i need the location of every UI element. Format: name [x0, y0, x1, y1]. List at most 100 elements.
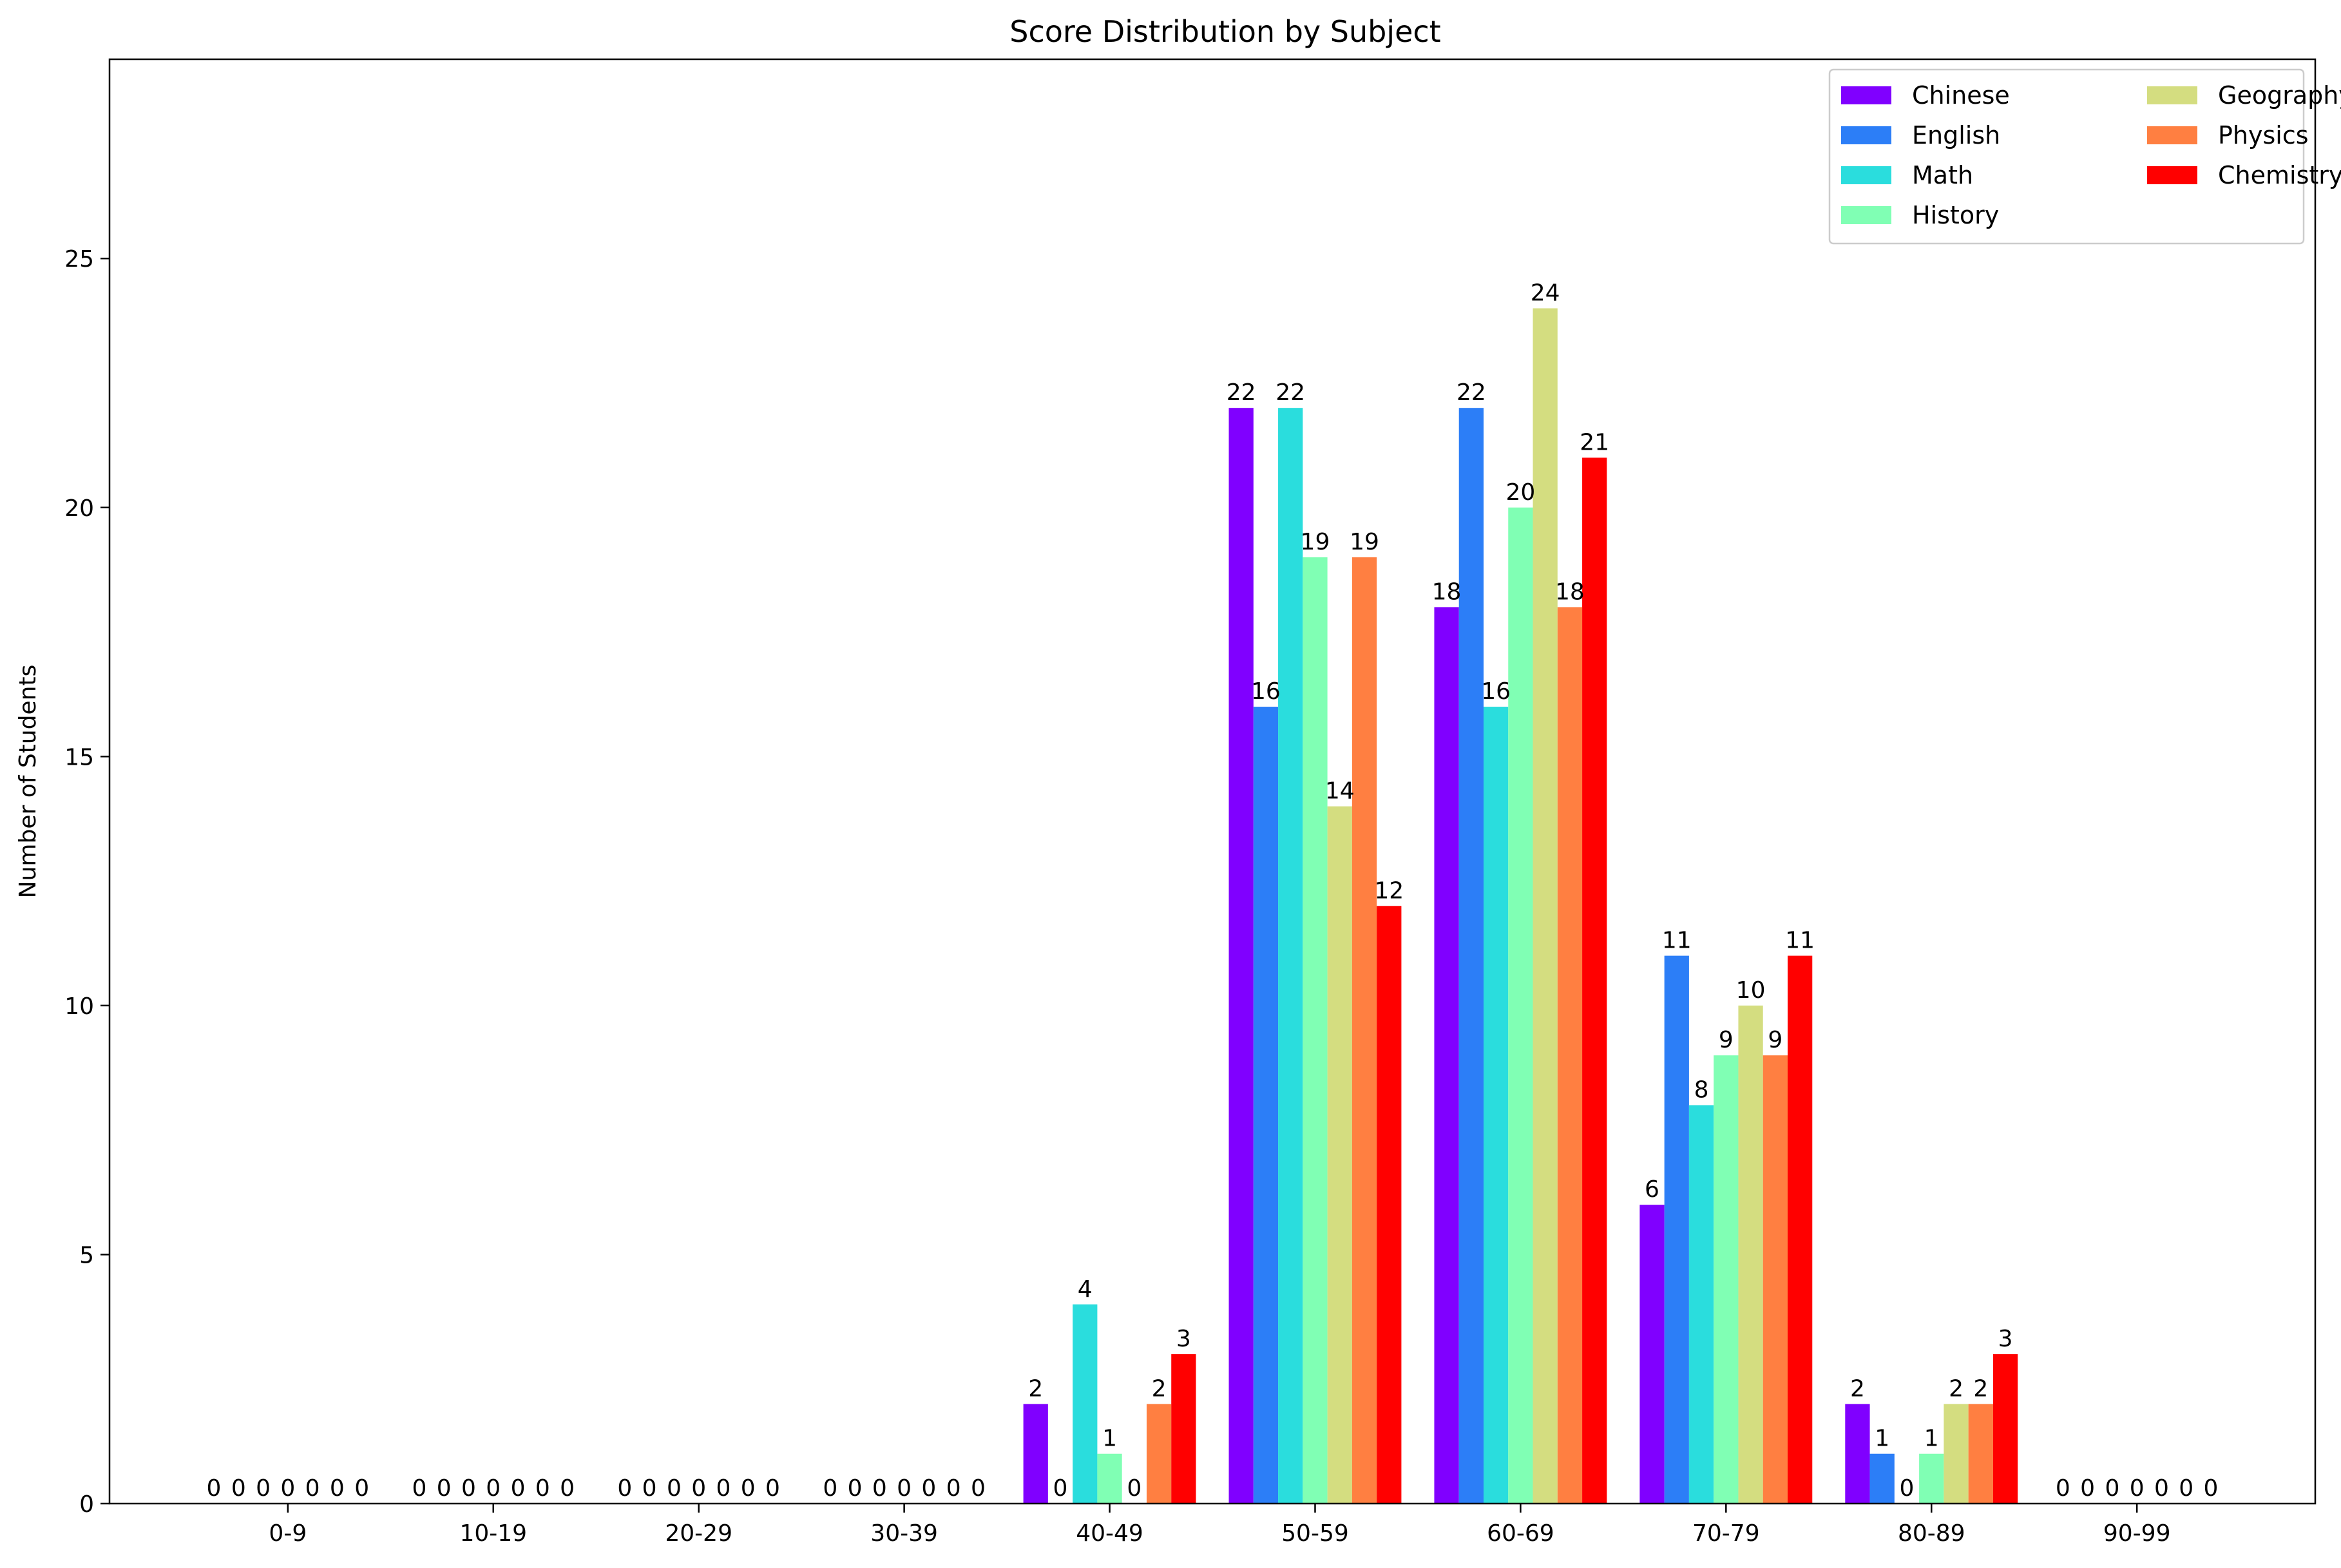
bar-physics-80-89: [1968, 1404, 1993, 1504]
bar-label-physics-50-59: 19: [1350, 529, 1379, 555]
bar-label-chinese-20-29: 0: [617, 1475, 632, 1502]
bar-label-chinese-70-79: 6: [1645, 1176, 1659, 1203]
y-axis-label: Number of Students: [15, 665, 41, 899]
bar-chemistry-80-89: [1992, 1354, 2018, 1504]
bar-label-chinese-60-69: 18: [1432, 578, 1462, 605]
bar-label-english-80-89: 1: [1875, 1426, 1889, 1452]
bar-label-physics-30-39: 0: [946, 1475, 961, 1502]
bar-history-50-59: [1303, 557, 1328, 1504]
legend-swatch-geography: [2147, 86, 2197, 104]
bar-label-geography-50-59: 14: [1325, 778, 1355, 805]
bar-history-70-79: [1714, 1055, 1739, 1504]
bar-chinese-50-59: [1228, 408, 1254, 1504]
bar-physics-50-59: [1352, 557, 1377, 1504]
bar-label-geography-80-89: 2: [1949, 1375, 1964, 1402]
bar-label-chinese-30-39: 0: [823, 1475, 837, 1502]
bar-label-english-10-19: 0: [437, 1475, 452, 1502]
bar-label-history-20-29: 0: [691, 1475, 706, 1502]
legend-label-chinese: Chinese: [1912, 81, 2010, 110]
x-tick-label-60-69: 60-69: [1487, 1520, 1554, 1547]
bar-label-chemistry-40-49: 3: [1176, 1326, 1191, 1352]
y-tick-label-20: 20: [64, 495, 94, 522]
bar-label-math-20-29: 0: [667, 1475, 682, 1502]
x-tick-label-0-9: 0-9: [269, 1520, 307, 1547]
legend-label-math: Math: [1912, 161, 1973, 189]
legend-label-history: History: [1912, 201, 1999, 229]
legend-label-physics: Physics: [2218, 121, 2309, 149]
bar-label-math-70-79: 8: [1694, 1077, 1709, 1104]
bar-english-80-89: [1869, 1453, 1895, 1504]
bar-label-chemistry-0-9: 0: [354, 1475, 369, 1502]
bar-label-chemistry-90-99: 0: [2204, 1475, 2219, 1502]
bar-math-60-69: [1483, 707, 1509, 1504]
bar-geography-50-59: [1327, 806, 1352, 1504]
bar-label-physics-90-99: 0: [2179, 1475, 2193, 1502]
bar-math-40-49: [1073, 1304, 1098, 1504]
bar-label-chemistry-80-89: 3: [1998, 1326, 2013, 1352]
bar-label-geography-10-19: 0: [511, 1475, 526, 1502]
bar-chemistry-50-59: [1377, 906, 1402, 1504]
bar-english-50-59: [1253, 707, 1279, 1504]
bar-label-chinese-80-89: 2: [1850, 1375, 1865, 1402]
legend: Chinese English Math History Geography Physic…: [1828, 68, 2341, 245]
y-tick-label-25: 25: [64, 246, 94, 272]
bar-label-math-40-49: 4: [1078, 1276, 1093, 1303]
bar-label-history-30-39: 0: [897, 1475, 912, 1502]
bar-english-70-79: [1664, 955, 1689, 1504]
bar-label-english-70-79: 11: [1662, 928, 1692, 954]
bar-label-chinese-0-9: 0: [207, 1475, 222, 1502]
bar-label-math-30-39: 0: [872, 1475, 887, 1502]
bar-label-chemistry-30-39: 0: [971, 1475, 986, 1502]
bar-label-history-50-59: 19: [1301, 529, 1330, 555]
bar-label-physics-20-29: 0: [741, 1475, 756, 1502]
bar-chemistry-40-49: [1171, 1354, 1196, 1504]
legend-swatch-chinese: [1841, 86, 1891, 104]
x-tick-label-90-99: 90-99: [2103, 1520, 2171, 1547]
bar-label-english-30-39: 0: [848, 1475, 863, 1502]
plot-frame: [108, 58, 2317, 1505]
bar-label-english-50-59: 16: [1251, 678, 1281, 705]
bar-label-history-80-89: 1: [1924, 1426, 1939, 1452]
bar-label-history-0-9: 0: [280, 1475, 295, 1502]
x-tick-label-10-19: 10-19: [459, 1520, 527, 1547]
legend-label-chemistry: Chemistry: [2218, 161, 2341, 189]
x-tick-label-30-39: 30-39: [870, 1520, 938, 1547]
bar-label-geography-30-39: 0: [921, 1475, 936, 1502]
bar-chemistry-60-69: [1582, 457, 1607, 1504]
bar-history-80-89: [1919, 1453, 1944, 1504]
bar-label-english-40-49: 0: [1053, 1475, 1068, 1502]
x-tick-label-80-89: 80-89: [1898, 1520, 1965, 1547]
bar-label-physics-80-89: 2: [1973, 1375, 1988, 1402]
bar-label-history-90-99: 0: [2130, 1475, 2145, 1502]
bar-label-history-70-79: 9: [1719, 1027, 1734, 1053]
bar-label-math-0-9: 0: [256, 1475, 271, 1502]
bar-label-geography-60-69: 24: [1531, 280, 1560, 307]
bar-label-english-90-99: 0: [2080, 1475, 2095, 1502]
legend-box: [1828, 68, 2305, 245]
legend-swatch-chemistry: [2147, 166, 2197, 184]
bar-label-physics-60-69: 18: [1555, 578, 1585, 605]
bar-label-physics-10-19: 0: [535, 1475, 550, 1502]
bar-label-history-40-49: 1: [1102, 1426, 1117, 1452]
bar-chemistry-70-79: [1787, 955, 1813, 1504]
bar-label-physics-0-9: 0: [330, 1475, 345, 1502]
chart-title: Score Distribution by Subject: [1009, 14, 1440, 49]
x-tick-label-50-59: 50-59: [1281, 1520, 1349, 1547]
bar-label-history-60-69: 20: [1505, 479, 1535, 506]
y-tick-label-10: 10: [64, 993, 94, 1020]
bar-label-geography-70-79: 10: [1736, 977, 1766, 1004]
bar-label-geography-90-99: 0: [2154, 1475, 2169, 1502]
bar-label-geography-40-49: 0: [1127, 1475, 1142, 1502]
bar-label-english-60-69: 22: [1457, 379, 1486, 406]
bar-chinese-40-49: [1023, 1404, 1048, 1504]
bar-chinese-70-79: [1639, 1205, 1665, 1504]
bar-label-chemistry-60-69: 21: [1580, 429, 1609, 455]
bar-physics-60-69: [1557, 607, 1583, 1504]
legend-swatch-history: [1841, 206, 1891, 224]
bar-chinese-60-69: [1434, 607, 1459, 1504]
x-tick-label-40-49: 40-49: [1076, 1520, 1143, 1547]
